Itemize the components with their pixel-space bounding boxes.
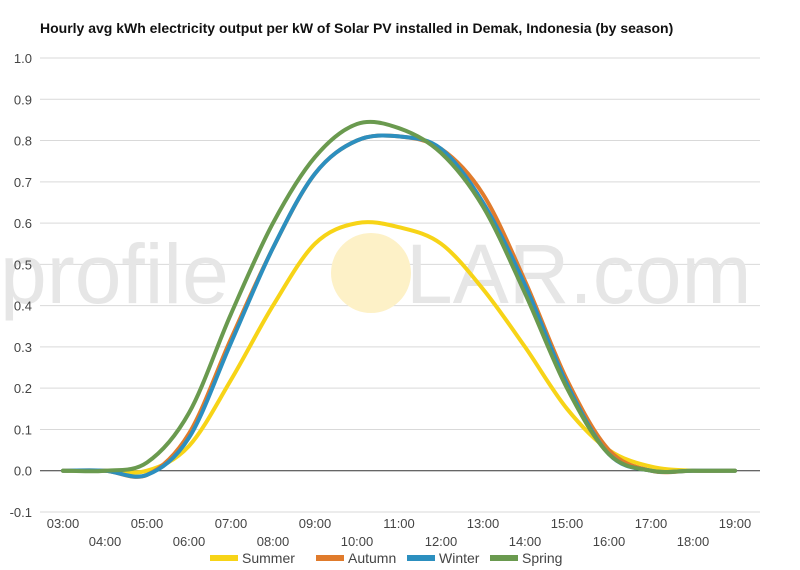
- y-tick-label: 0.6: [14, 216, 32, 231]
- legend-swatch: [490, 555, 518, 561]
- x-tick-label: 10:00: [341, 534, 374, 549]
- y-tick-label: 0.0: [14, 464, 32, 479]
- x-tick-label: 07:00: [215, 516, 248, 531]
- y-tick-label: 0.7: [14, 175, 32, 190]
- y-tick-label: 0.8: [14, 134, 32, 149]
- x-tick-label: 05:00: [131, 516, 164, 531]
- watermark: profile LAR.com: [0, 227, 751, 321]
- series-lines: [61, 119, 737, 479]
- legend-label: Autumn: [348, 550, 396, 566]
- legend[interactable]: Summer Autumn Winter Spring: [210, 550, 562, 566]
- x-tick-label: 08:00: [257, 534, 290, 549]
- x-tick-label: 03:00: [47, 516, 80, 531]
- legend-item-winter[interactable]: Winter: [407, 550, 480, 566]
- watermark-sun-icon: [331, 233, 411, 313]
- legend-item-summer[interactable]: Summer: [210, 550, 295, 566]
- x-tick-label: 17:00: [635, 516, 668, 531]
- x-tick-label: 11:00: [383, 516, 415, 531]
- y-tick-label: 0.2: [14, 381, 32, 396]
- legend-item-spring[interactable]: Spring: [490, 550, 562, 566]
- y-tick-label: 0.1: [14, 422, 32, 437]
- legend-label: Winter: [439, 550, 480, 566]
- x-tick-label: 13:00: [467, 516, 500, 531]
- series-line-spring: [61, 119, 737, 474]
- y-tick-label: 0.4: [14, 299, 32, 314]
- legend-label: Spring: [522, 550, 562, 566]
- x-tick-label: 14:00: [509, 534, 542, 549]
- legend-item-autumn[interactable]: Autumn: [316, 550, 396, 566]
- x-tick-label: 12:00: [425, 534, 458, 549]
- watermark-text-left: profile: [0, 227, 229, 321]
- y-tick-label: 0.3: [14, 340, 32, 355]
- chart-title: Hourly avg kWh electricity output per kW…: [40, 20, 673, 36]
- x-tick-label: 16:00: [593, 534, 626, 549]
- x-tick-label: 19:00: [719, 516, 752, 531]
- x-tick-label: 18:00: [677, 534, 710, 549]
- legend-swatch: [407, 555, 435, 561]
- x-tick-label: 06:00: [173, 534, 206, 549]
- legend-swatch: [210, 555, 238, 561]
- x-tick-label: 15:00: [551, 516, 584, 531]
- x-tick-label: 09:00: [299, 516, 332, 531]
- y-tick-label: -0.1: [10, 505, 32, 520]
- legend-label: Summer: [242, 550, 295, 566]
- y-tick-label: 1.0: [14, 51, 32, 66]
- y-tick-label: 0.9: [14, 92, 32, 107]
- y-tick-label: 0.5: [14, 257, 32, 272]
- watermark-text-right: LAR.com: [406, 227, 751, 321]
- legend-swatch: [316, 555, 344, 561]
- x-tick-label: 04:00: [89, 534, 122, 549]
